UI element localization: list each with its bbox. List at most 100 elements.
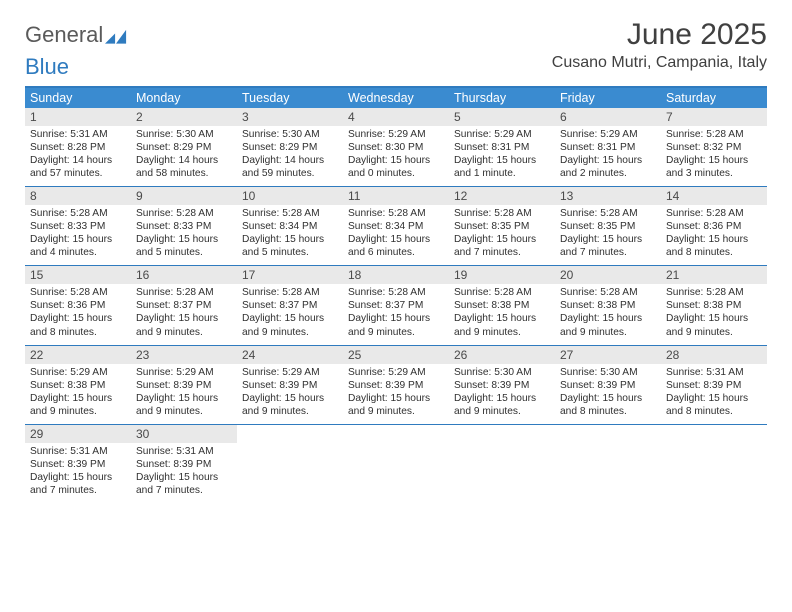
day-body: Sunrise: 5:30 AMSunset: 8:29 PMDaylight:…: [237, 128, 343, 180]
day-cell: 11Sunrise: 5:28 AMSunset: 8:34 PMDayligh…: [343, 187, 449, 265]
day-body: Sunrise: 5:28 AMSunset: 8:34 PMDaylight:…: [237, 207, 343, 259]
sunset-line: Sunset: 8:39 PM: [666, 379, 762, 392]
day-number: 25: [343, 346, 449, 364]
daylight-line: Daylight: 15 hours and 3 minutes.: [666, 154, 762, 180]
day-number: 9: [131, 187, 237, 205]
day-body: Sunrise: 5:28 AMSunset: 8:37 PMDaylight:…: [131, 286, 237, 338]
dow-monday: Monday: [131, 88, 237, 108]
brand-logo: General: [25, 18, 127, 46]
dow-friday: Friday: [555, 88, 661, 108]
daylight-line: Daylight: 15 hours and 9 minutes.: [666, 312, 762, 338]
sunrise-line: Sunrise: 5:29 AM: [348, 366, 444, 379]
daylight-line: Daylight: 14 hours and 59 minutes.: [242, 154, 338, 180]
sunrise-line: Sunrise: 5:28 AM: [348, 207, 444, 220]
sunrise-line: Sunrise: 5:28 AM: [560, 207, 656, 220]
day-cell: 4Sunrise: 5:29 AMSunset: 8:30 PMDaylight…: [343, 108, 449, 186]
sunset-line: Sunset: 8:39 PM: [242, 379, 338, 392]
day-body: Sunrise: 5:28 AMSunset: 8:38 PMDaylight:…: [555, 286, 661, 338]
sunset-line: Sunset: 8:36 PM: [30, 299, 126, 312]
day-cell: 20 Sunrise: 5:28 AMSunset: 8:38 PMDayligh…: [555, 266, 661, 344]
daylight-line: Daylight: 15 hours and 9 minutes.: [348, 392, 444, 418]
sunrise-line: Sunrise: 5:28 AM: [136, 207, 232, 220]
day-body: Sunrise: 5:30 AMSunset: 8:39 PMDaylight:…: [449, 366, 555, 418]
day-body: Sunrise: 5:29 AMSunset: 8:38 PMDaylight:…: [25, 366, 131, 418]
day-number: 3: [237, 108, 343, 126]
day-cell: 10Sunrise: 5:28 AMSunset: 8:34 PMDayligh…: [237, 187, 343, 265]
sunset-line: Sunset: 8:29 PM: [136, 141, 232, 154]
daylight-line: Daylight: 15 hours and 8 minutes.: [30, 312, 126, 338]
daylight-line: Daylight: 15 hours and 2 minutes.: [560, 154, 656, 180]
day-number: 1: [25, 108, 131, 126]
sunset-line: Sunset: 8:37 PM: [136, 299, 232, 312]
sunrise-line: Sunrise: 5:30 AM: [560, 366, 656, 379]
week-row: 8Sunrise: 5:28 AMSunset: 8:33 PMDaylight…: [25, 187, 767, 266]
day-cell: 26 Sunrise: 5:30 AMSunset: 8:39 PMDayligh…: [449, 346, 555, 424]
sunset-line: Sunset: 8:38 PM: [30, 379, 126, 392]
sunrise-line: Sunrise: 5:29 AM: [560, 128, 656, 141]
day-number: 26: [449, 346, 555, 364]
day-number: 20: [555, 266, 661, 284]
day-cell: 15Sunrise: 5:28 AMSunset: 8:36 PMDayligh…: [25, 266, 131, 344]
day-body: Sunrise: 5:28 AMSunset: 8:36 PMDaylight:…: [25, 286, 131, 338]
day-cell: 27Sunrise: 5:30 AMSunset: 8:39 PMDayligh…: [555, 346, 661, 424]
day-cell: 8Sunrise: 5:28 AMSunset: 8:33 PMDaylight…: [25, 187, 131, 265]
day-number: 11: [343, 187, 449, 205]
week-row: 22Sunrise: 5:29 AMSunset: 8:38 PMDayligh…: [25, 346, 767, 425]
dow-tuesday: Tuesday: [237, 88, 343, 108]
sunrise-line: Sunrise: 5:31 AM: [666, 366, 762, 379]
day-cell: 18Sunrise: 5:28 AMSunset: 8:37 PMDayligh…: [343, 266, 449, 344]
sunrise-line: Sunrise: 5:28 AM: [30, 207, 126, 220]
day-cell: 13Sunrise: 5:28 AMSunset: 8:35 PMDayligh…: [555, 187, 661, 265]
daylight-line: Daylight: 15 hours and 7 minutes.: [454, 233, 550, 259]
daylight-line: Daylight: 14 hours and 57 minutes.: [30, 154, 126, 180]
dow-sunday: Sunday: [25, 88, 131, 108]
sunrise-line: Sunrise: 5:31 AM: [30, 128, 126, 141]
daylight-line: Daylight: 15 hours and 4 minutes.: [30, 233, 126, 259]
sunset-line: Sunset: 8:36 PM: [666, 220, 762, 233]
day-body: Sunrise: 5:29 AMSunset: 8:39 PMDaylight:…: [237, 366, 343, 418]
day-cell: 9Sunrise: 5:28 AMSunset: 8:33 PMDaylight…: [131, 187, 237, 265]
sunset-line: Sunset: 8:32 PM: [666, 141, 762, 154]
sunset-line: Sunset: 8:31 PM: [454, 141, 550, 154]
day-cell: 24Sunrise: 5:29 AMSunset: 8:39 PMDayligh…: [237, 346, 343, 424]
sunrise-line: Sunrise: 5:31 AM: [30, 445, 126, 458]
day-body: Sunrise: 5:28 AMSunset: 8:38 PMDaylight:…: [449, 286, 555, 338]
daylight-line: Daylight: 15 hours and 9 minutes.: [136, 312, 232, 338]
sunset-line: Sunset: 8:35 PM: [560, 220, 656, 233]
sunrise-line: Sunrise: 5:29 AM: [348, 128, 444, 141]
day-number: 28: [661, 346, 767, 364]
day-cell: 7Sunrise: 5:28 AMSunset: 8:32 PMDaylight…: [661, 108, 767, 186]
sunrise-line: Sunrise: 5:28 AM: [242, 207, 338, 220]
day-number: 6: [555, 108, 661, 126]
calendar-page: General June 2025 Cusano Mutri, Campania…: [0, 0, 792, 503]
day-body: Sunrise: 5:29 AMSunset: 8:30 PMDaylight:…: [343, 128, 449, 180]
sunrise-line: Sunrise: 5:29 AM: [30, 366, 126, 379]
day-cell: 19Sunrise: 5:28 AMSunset: 8:38 PMDayligh…: [449, 266, 555, 344]
daylight-line: Daylight: 15 hours and 9 minutes.: [242, 312, 338, 338]
daylight-line: Daylight: 15 hours and 9 minutes.: [30, 392, 126, 418]
day-body: Sunrise: 5:28 AMSunset: 8:38 PMDaylight:…: [661, 286, 767, 338]
day-cell: 2Sunrise: 5:30 AMSunset: 8:29 PMDaylight…: [131, 108, 237, 186]
dow-thursday: Thursday: [449, 88, 555, 108]
sunrise-line: Sunrise: 5:28 AM: [242, 286, 338, 299]
daylight-line: Daylight: 15 hours and 9 minutes.: [242, 392, 338, 418]
day-cell: .: [449, 425, 555, 503]
brand-word2: Blue: [25, 54, 69, 79]
daylight-line: Daylight: 15 hours and 7 minutes.: [560, 233, 656, 259]
day-cell: 3 Sunrise: 5:30 AMSunset: 8:29 PMDaylight…: [237, 108, 343, 186]
sunset-line: Sunset: 8:37 PM: [348, 299, 444, 312]
sunrise-line: Sunrise: 5:28 AM: [666, 207, 762, 220]
day-body: Sunrise: 5:28 AMSunset: 8:35 PMDaylight:…: [449, 207, 555, 259]
daylight-line: Daylight: 15 hours and 9 minutes.: [560, 312, 656, 338]
dow-saturday: Saturday: [661, 88, 767, 108]
day-number: 12: [449, 187, 555, 205]
calendar-grid: Sunday Monday Tuesday Wednesday Thursday…: [25, 86, 767, 503]
day-number: 17: [237, 266, 343, 284]
day-number: 16: [131, 266, 237, 284]
day-cell: 23Sunrise: 5:29 AMSunset: 8:39 PMDayligh…: [131, 346, 237, 424]
day-body: Sunrise: 5:31 AMSunset: 8:39 PMDaylight:…: [131, 445, 237, 497]
sunset-line: Sunset: 8:33 PM: [136, 220, 232, 233]
day-cell: 5Sunrise: 5:29 AMSunset: 8:31 PMDaylight…: [449, 108, 555, 186]
sunset-line: Sunset: 8:34 PM: [242, 220, 338, 233]
sunset-line: Sunset: 8:38 PM: [454, 299, 550, 312]
